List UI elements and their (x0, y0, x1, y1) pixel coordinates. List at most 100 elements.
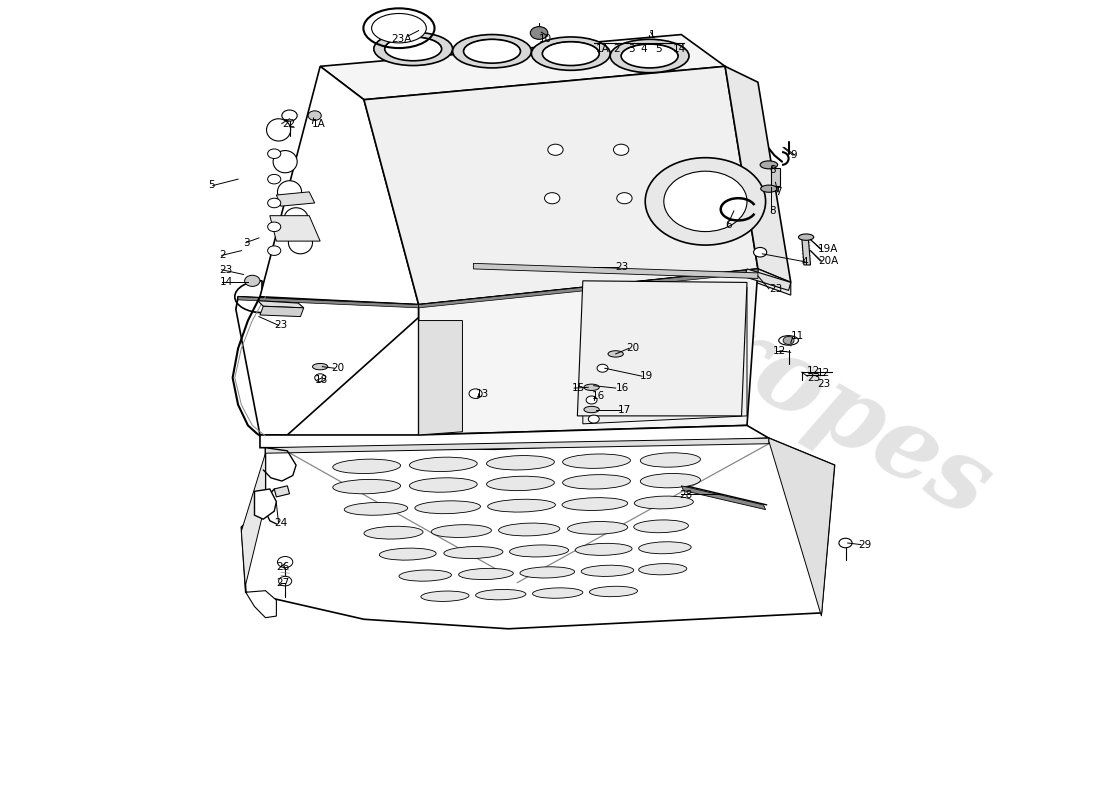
Text: 18: 18 (315, 375, 328, 385)
Text: 27: 27 (276, 578, 289, 588)
Polygon shape (235, 269, 791, 318)
Text: 9: 9 (791, 150, 798, 160)
Text: 4: 4 (641, 44, 648, 54)
Ellipse shape (372, 14, 427, 43)
Text: a passion for parts since 1985: a passion for parts since 1985 (487, 426, 789, 612)
Text: 24: 24 (274, 518, 287, 528)
Text: 19: 19 (640, 371, 653, 381)
Ellipse shape (639, 564, 686, 575)
Text: 23: 23 (220, 265, 233, 274)
Ellipse shape (452, 34, 531, 68)
Ellipse shape (487, 499, 556, 512)
Ellipse shape (639, 542, 691, 554)
Ellipse shape (277, 181, 301, 203)
Circle shape (267, 149, 280, 158)
Text: 5: 5 (656, 44, 662, 54)
Ellipse shape (444, 546, 503, 558)
Circle shape (277, 557, 293, 568)
Polygon shape (769, 438, 835, 616)
Text: 5: 5 (209, 181, 216, 190)
Circle shape (754, 247, 767, 257)
Circle shape (588, 415, 600, 423)
Polygon shape (364, 66, 758, 305)
Ellipse shape (475, 590, 526, 600)
Ellipse shape (562, 454, 630, 468)
Ellipse shape (531, 37, 610, 70)
Circle shape (646, 158, 766, 245)
Ellipse shape (273, 150, 297, 173)
Ellipse shape (344, 502, 408, 515)
Ellipse shape (779, 336, 799, 345)
Polygon shape (802, 237, 811, 265)
Circle shape (530, 26, 548, 39)
Ellipse shape (635, 496, 693, 509)
Ellipse shape (640, 474, 701, 488)
Circle shape (282, 110, 297, 121)
Circle shape (548, 144, 563, 155)
Ellipse shape (542, 42, 600, 66)
Polygon shape (745, 269, 791, 290)
Ellipse shape (610, 39, 689, 73)
Polygon shape (725, 66, 791, 282)
Text: 22: 22 (282, 118, 295, 129)
Ellipse shape (431, 525, 492, 538)
Text: 6: 6 (725, 220, 732, 230)
Polygon shape (260, 306, 304, 317)
Circle shape (614, 144, 629, 155)
Ellipse shape (486, 455, 554, 470)
Text: 2: 2 (220, 250, 227, 261)
Polygon shape (241, 438, 835, 629)
Ellipse shape (409, 478, 477, 492)
Text: 1: 1 (649, 30, 656, 39)
Polygon shape (260, 66, 419, 305)
Polygon shape (419, 269, 758, 308)
Polygon shape (419, 269, 758, 435)
Polygon shape (320, 34, 725, 100)
Polygon shape (681, 486, 766, 510)
Circle shape (617, 193, 632, 204)
Circle shape (278, 576, 292, 586)
Text: 28: 28 (679, 490, 692, 500)
Polygon shape (578, 281, 747, 416)
Text: 2: 2 (614, 44, 620, 54)
Text: 20: 20 (331, 363, 344, 374)
Ellipse shape (590, 586, 638, 597)
Text: europes: europes (574, 231, 1008, 538)
Ellipse shape (459, 568, 514, 579)
Ellipse shape (409, 457, 477, 471)
Ellipse shape (520, 566, 574, 578)
Polygon shape (274, 486, 289, 497)
Circle shape (597, 364, 608, 372)
Text: 20: 20 (627, 343, 640, 354)
Text: 1A: 1A (311, 118, 326, 129)
Circle shape (267, 174, 280, 184)
Ellipse shape (379, 548, 437, 560)
Text: 4: 4 (802, 257, 808, 266)
Ellipse shape (568, 522, 628, 534)
Circle shape (544, 193, 560, 204)
Ellipse shape (266, 118, 290, 141)
Ellipse shape (584, 406, 600, 413)
Polygon shape (235, 297, 419, 435)
Polygon shape (771, 168, 780, 186)
Ellipse shape (288, 231, 312, 254)
Circle shape (267, 222, 280, 231)
Ellipse shape (284, 208, 308, 230)
Circle shape (469, 389, 482, 398)
Ellipse shape (532, 588, 583, 598)
Circle shape (267, 246, 280, 255)
Ellipse shape (364, 526, 424, 539)
Text: 17: 17 (618, 405, 631, 414)
Text: 19A: 19A (818, 244, 838, 254)
Text: 26: 26 (276, 562, 289, 572)
Text: 20A: 20A (818, 256, 838, 266)
Text: 3: 3 (243, 238, 250, 248)
Circle shape (663, 171, 747, 231)
Circle shape (315, 374, 326, 382)
Text: 12: 12 (807, 366, 821, 376)
Polygon shape (419, 321, 462, 435)
Text: 16: 16 (616, 383, 629, 393)
Circle shape (586, 396, 597, 404)
Text: 13: 13 (475, 389, 488, 398)
Text: 23: 23 (817, 379, 830, 389)
